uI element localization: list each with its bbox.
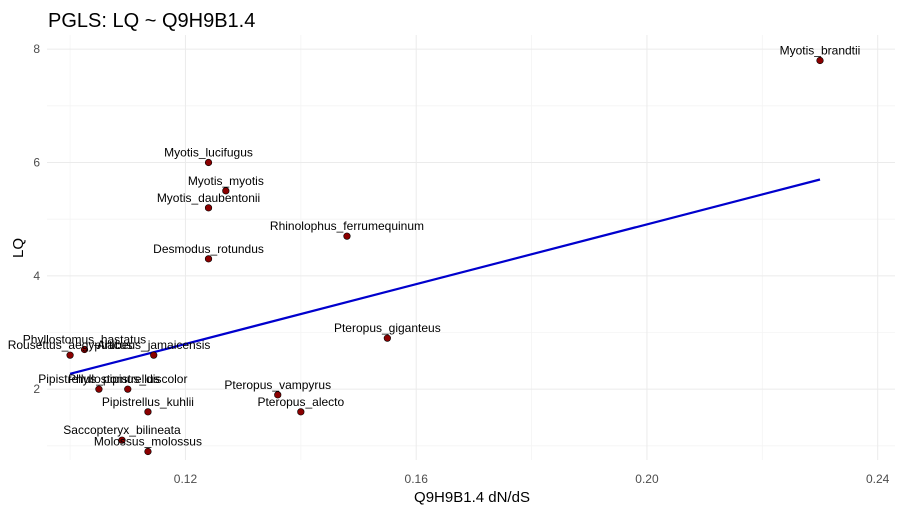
y-tick-label: 2	[33, 382, 40, 396]
point-label: Phyllostomus_discolor	[68, 372, 187, 386]
data-point	[274, 391, 282, 399]
data-point	[95, 385, 103, 393]
data-point	[204, 158, 213, 167]
y-tick-label: 4	[33, 269, 40, 283]
point-label: Pteropus_alecto	[257, 395, 344, 409]
point-label: Pteropus_giganteus	[334, 321, 441, 335]
point-label: Pipistrellus_pipistrellus	[38, 372, 159, 386]
data-point	[118, 436, 126, 444]
data-point	[80, 345, 89, 354]
minor-grid	[47, 35, 895, 460]
y-axis-title: LQ	[10, 238, 27, 258]
point-label: Saccopteryx_bilineata	[63, 423, 181, 437]
data-point	[383, 334, 391, 342]
point-label: Rousettus_aegyptiacus	[8, 338, 133, 352]
data-point	[150, 351, 158, 359]
fit-line-group	[69, 178, 821, 375]
x-tick-label: 0.20	[635, 472, 659, 486]
data-point	[343, 232, 351, 240]
point-label: Phyllostomus_hastatus	[23, 333, 146, 347]
point-label: Artibeus_jamaicensis	[97, 338, 210, 352]
point-label: Pteropus_vampyrus	[224, 378, 331, 392]
x-tick-label: 0.16	[405, 472, 429, 486]
point-label: Rhinolophus_ferrumequinum	[270, 219, 424, 233]
chart-title: PGLS: LQ ~ Q9H9B1.4	[48, 10, 255, 32]
x-tick-labels: 0.12 0.16 0.20 0.24	[174, 472, 890, 486]
x-tick-label: 0.12	[174, 472, 198, 486]
data-point	[144, 447, 152, 456]
point-label: Myotis_lucifugus	[164, 146, 253, 160]
x-axis-title: Q9H9B1.4 dN/dS	[414, 489, 530, 506]
data-point	[204, 255, 213, 263]
y-tick-labels: 2 4 6 8	[33, 42, 40, 396]
data-point	[66, 351, 74, 359]
points-group	[66, 56, 824, 456]
x-tick-label: 0.24	[866, 472, 890, 486]
data-point	[124, 385, 132, 393]
major-grid	[47, 35, 895, 460]
point-labels-group: Myotis_brandtii Myotis_lucifugus Myotis_my…	[8, 44, 861, 449]
point-label: Myotis_brandtii	[780, 44, 861, 58]
y-tick-label: 6	[33, 156, 40, 170]
point-label: Myotis_myotis	[188, 174, 264, 188]
point-label: Pipistrellus_kuhlii	[102, 395, 194, 409]
data-point	[222, 187, 230, 195]
point-label: Desmodus_rotundus	[153, 242, 264, 256]
data-point	[144, 408, 152, 416]
point-label: Myotis_daubentonii	[157, 191, 260, 205]
y-tick-label: 8	[33, 42, 40, 56]
data-point	[816, 56, 824, 65]
regression-line	[69, 178, 821, 375]
point-label: Molossus_molossus	[94, 435, 202, 449]
data-point	[297, 408, 305, 416]
data-point	[204, 204, 213, 212]
